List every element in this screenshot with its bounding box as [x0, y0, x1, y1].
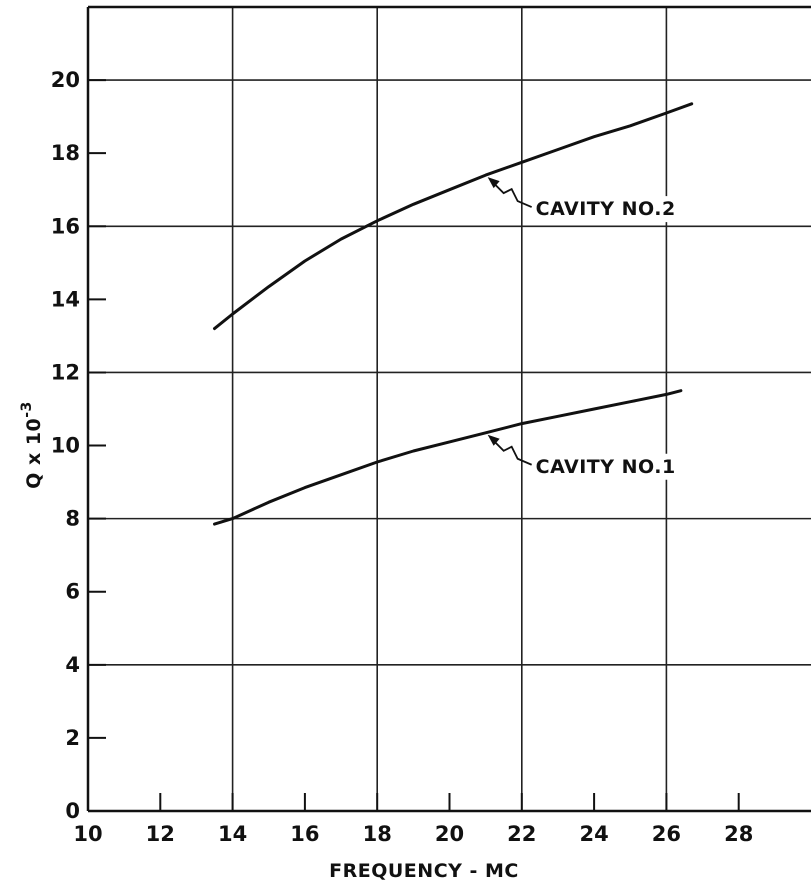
- y-tick-label: 2: [65, 726, 80, 750]
- x-tick-label: 20: [435, 822, 464, 846]
- y-tick-label: 8: [65, 507, 80, 531]
- annotation-arrowhead: [487, 177, 500, 189]
- annotation-label: CAVITY NO.1: [536, 456, 676, 478]
- x-tick-label: 16: [290, 822, 319, 846]
- y-tick-label: 12: [51, 360, 80, 384]
- y-axis-title-exponent: -3: [19, 401, 35, 418]
- x-tick-label: 18: [363, 822, 392, 846]
- annotation-arrowhead: [487, 434, 500, 446]
- annotation-leader: [491, 438, 533, 466]
- annotations: CAVITY NO.2 CAVITY NO.1: [487, 177, 680, 480]
- y-tick-label: 20: [51, 68, 80, 92]
- y-tick-label: 14: [51, 287, 80, 311]
- x-tick-label: 10: [73, 822, 102, 846]
- y-tick-label: 18: [51, 141, 80, 165]
- series: [213, 102, 694, 526]
- y-tick-label: 4: [65, 653, 80, 677]
- x-tick-label: 24: [579, 822, 608, 846]
- x-tick-label: 26: [652, 822, 681, 846]
- svg-text:Q x 10-3: Q x 10-3: [19, 401, 45, 489]
- y-tick-label: 0: [65, 799, 80, 823]
- y-tick-label: 6: [65, 580, 80, 604]
- axes: [86, 5, 811, 813]
- y-tick-label: 16: [51, 214, 80, 238]
- grid: [88, 7, 811, 811]
- x-tick-label: 12: [146, 822, 175, 846]
- annotation-label-bg: [531, 196, 680, 223]
- x-axis-title: FREQUENCY - MC: [329, 860, 519, 882]
- annotation-label-bg: [531, 453, 680, 480]
- y-axis-title-base: Q x 10: [23, 418, 45, 489]
- y-tick-label: 10: [51, 434, 80, 458]
- x-tick-label: 28: [724, 822, 753, 846]
- y-axis-title: Q x 10-3: [19, 401, 45, 489]
- series-line-2: [213, 389, 683, 526]
- x-tick-label: 14: [218, 822, 247, 846]
- x-tick-label: 22: [507, 822, 536, 846]
- annotation-label: CAVITY NO.2: [536, 198, 676, 220]
- annotation-leader: [491, 180, 533, 208]
- series-line-1: [213, 102, 694, 331]
